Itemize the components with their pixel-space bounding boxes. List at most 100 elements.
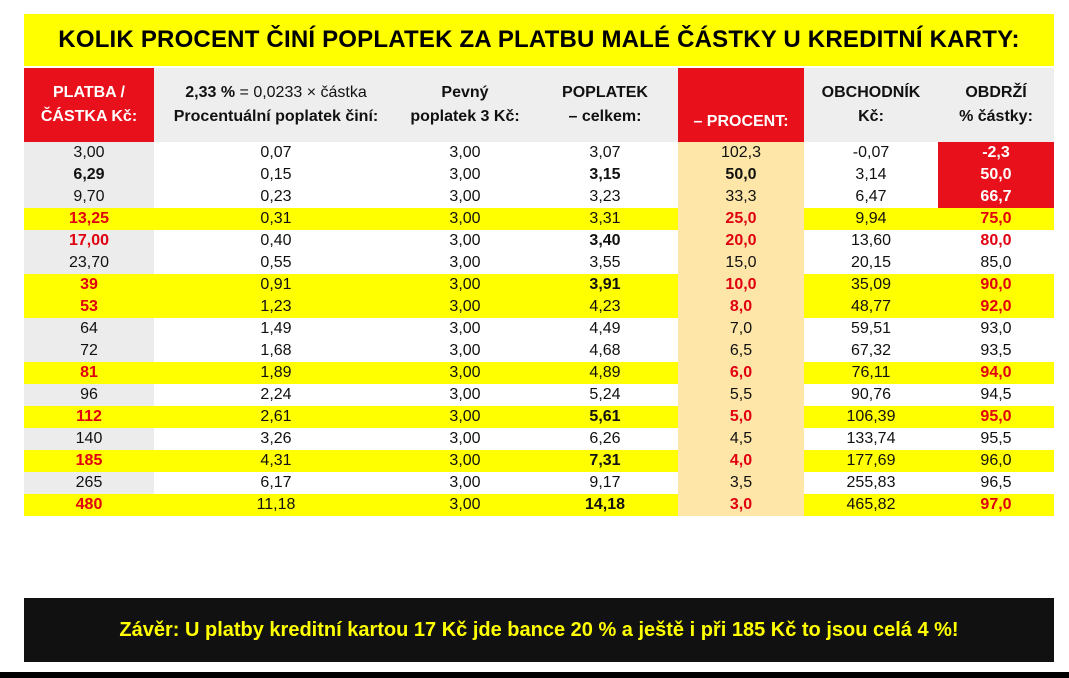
header-platba-line2: ČÁSTKA Kč: [40,108,138,125]
cell-platba: 23,70 [24,252,154,274]
cell-fixed-fee: 3,00 [398,494,532,516]
cell-receives: 96,5 [980,474,1012,491]
header-receives: OBDRŽÍ % částky: [938,68,1054,142]
cell-total-fee: 3,15 [589,166,621,183]
table-row: 81 1,89 3,00 4,89 6,0 76,11 94,0 [24,362,1054,384]
cell-percent-fee: 6,17 [260,474,292,491]
cell-total-fee: 3,23 [589,188,621,205]
header-receives-line1: OBDRŽÍ [965,84,1027,101]
header-total-fee: POPLATEK – celkem: [532,68,678,142]
cell-percent-fee: 4,31 [154,450,398,472]
table-row: 64 1,49 3,00 4,49 7,0 59,51 93,0 [24,318,1054,340]
header-receives-line2: % částky: [959,108,1033,125]
table-row: 96 2,24 3,00 5,24 5,5 90,76 94,5 [24,384,1054,406]
cell-total-fee: 7,31 [532,450,678,472]
cell-merchant: 133,74 [846,430,896,447]
cell-percent-fee: 0,23 [260,188,292,205]
cell-platba: 96 [24,384,154,406]
cell-procent: 5,5 [678,384,804,406]
cell-procent: 50,0 [678,164,804,186]
cell-fixed-fee: 3,00 [449,232,481,249]
cell-percent-fee: 1,23 [154,296,398,318]
cell-total-fee: 3,55 [589,254,621,271]
table-row: 23,70 0,55 3,00 3,55 15,0 20,15 85,0 [24,252,1054,274]
header-total-fee-line2: – celkem: [568,108,642,125]
cell-total-fee: 14,18 [532,494,678,516]
cell-receives: 75,0 [938,208,1054,230]
cell-merchant: 90,76 [850,386,892,403]
cell-procent: 7,0 [678,318,804,340]
cell-total-fee: 3,07 [589,144,621,161]
cell-receives: 85,0 [980,254,1012,271]
cell-fixed-fee: 3,00 [398,406,532,428]
cell-fixed-fee: 3,00 [398,362,532,384]
cell-procent: 3,0 [678,494,804,516]
cell-platba: 39 [24,274,154,296]
cell-percent-fee: 0,07 [260,144,292,161]
cell-total-fee: 9,17 [589,474,621,491]
cell-fixed-fee: 3,00 [398,450,532,472]
table-row: 39 0,91 3,00 3,91 10,0 35,09 90,0 [24,274,1054,296]
cell-procent: 10,0 [678,274,804,296]
cell-merchant: 465,82 [804,494,938,516]
cell-fixed-fee: 3,00 [449,320,481,337]
cell-percent-fee: 0,31 [154,208,398,230]
header-total-fee-line1: POPLATEK [562,84,648,101]
cell-platba: 480 [24,494,154,516]
cell-platba: 140 [24,428,154,450]
cell-procent: 4,0 [678,450,804,472]
header-procent-label: – PROCENT: [693,113,789,130]
cell-receives: 93,0 [980,320,1012,337]
cell-receives: 96,0 [938,450,1054,472]
cell-procent: 8,0 [678,296,804,318]
cell-percent-fee: 0,91 [154,274,398,296]
cell-fixed-fee: 3,00 [398,274,532,296]
cell-receives: 66,7 [938,186,1054,208]
header-fixed-fee-line2: poplatek 3 Kč: [410,108,520,125]
cell-total-fee: 4,89 [532,362,678,384]
cell-merchant: 6,47 [855,188,887,205]
cell-fixed-fee: 3,00 [449,474,481,491]
conclusion-banner: Závěr: U platby kreditní kartou 17 Kč jd… [24,598,1054,662]
table-row: 140 3,26 3,00 6,26 4,5 133,74 95,5 [24,428,1054,450]
cell-merchant: 9,94 [804,208,938,230]
cell-merchant: 35,09 [804,274,938,296]
cell-total-fee: 6,26 [589,430,621,447]
table-row: 185 4,31 3,00 7,31 4,0 177,69 96,0 [24,450,1054,472]
cell-percent-fee: 0,15 [260,166,292,183]
cell-total-fee: 3,40 [589,232,621,249]
cell-platba: 185 [24,450,154,472]
cell-fixed-fee: 3,00 [449,430,481,447]
cell-percent-fee: 0,40 [260,232,292,249]
cell-receives: 94,5 [980,386,1012,403]
cell-total-fee: 5,61 [532,406,678,428]
table-row: 53 1,23 3,00 4,23 8,0 48,77 92,0 [24,296,1054,318]
cell-fixed-fee: 3,00 [449,188,481,205]
cell-platba: 17,00 [24,230,154,252]
header-percent-fee-rate: 2,33 % [185,84,236,101]
cell-fixed-fee: 3,00 [449,166,481,183]
bottom-border [0,672,1069,678]
cell-receives: 92,0 [938,296,1054,318]
table-row: 17,00 0,40 3,00 3,40 20,0 13,60 80,0 [24,230,1054,252]
table-row: 9,70 0,23 3,00 3,23 33,3 6,47 66,7 [24,186,1054,208]
page-title: KOLIK PROCENT ČINÍ POPLATEK ZA PLATBU MA… [24,14,1054,66]
cell-procent: 20,0 [678,230,804,252]
cell-fixed-fee: 3,00 [398,296,532,318]
cell-merchant: 59,51 [850,320,892,337]
cell-receives: -2,3 [938,142,1054,164]
cell-fixed-fee: 3,00 [449,342,481,359]
table-row: 13,25 0,31 3,00 3,31 25,0 9,94 75,0 [24,208,1054,230]
cell-total-fee: 4,23 [532,296,678,318]
cell-procent: 5,0 [678,406,804,428]
header-percent-fee-formula: = 0,0233 × částka [235,84,367,101]
cell-receives: 95,5 [980,430,1012,447]
cell-fixed-fee: 3,00 [449,144,481,161]
cell-platba: 6,29 [24,164,154,186]
table-header-row: PLATBA / ČÁSTKA Kč: 2,33 % = 0,0233 × čá… [24,68,1054,142]
cell-procent: 6,5 [678,340,804,362]
cell-merchant: 76,11 [804,362,938,384]
cell-platba: 53 [24,296,154,318]
cell-merchant: 3,14 [855,166,887,183]
